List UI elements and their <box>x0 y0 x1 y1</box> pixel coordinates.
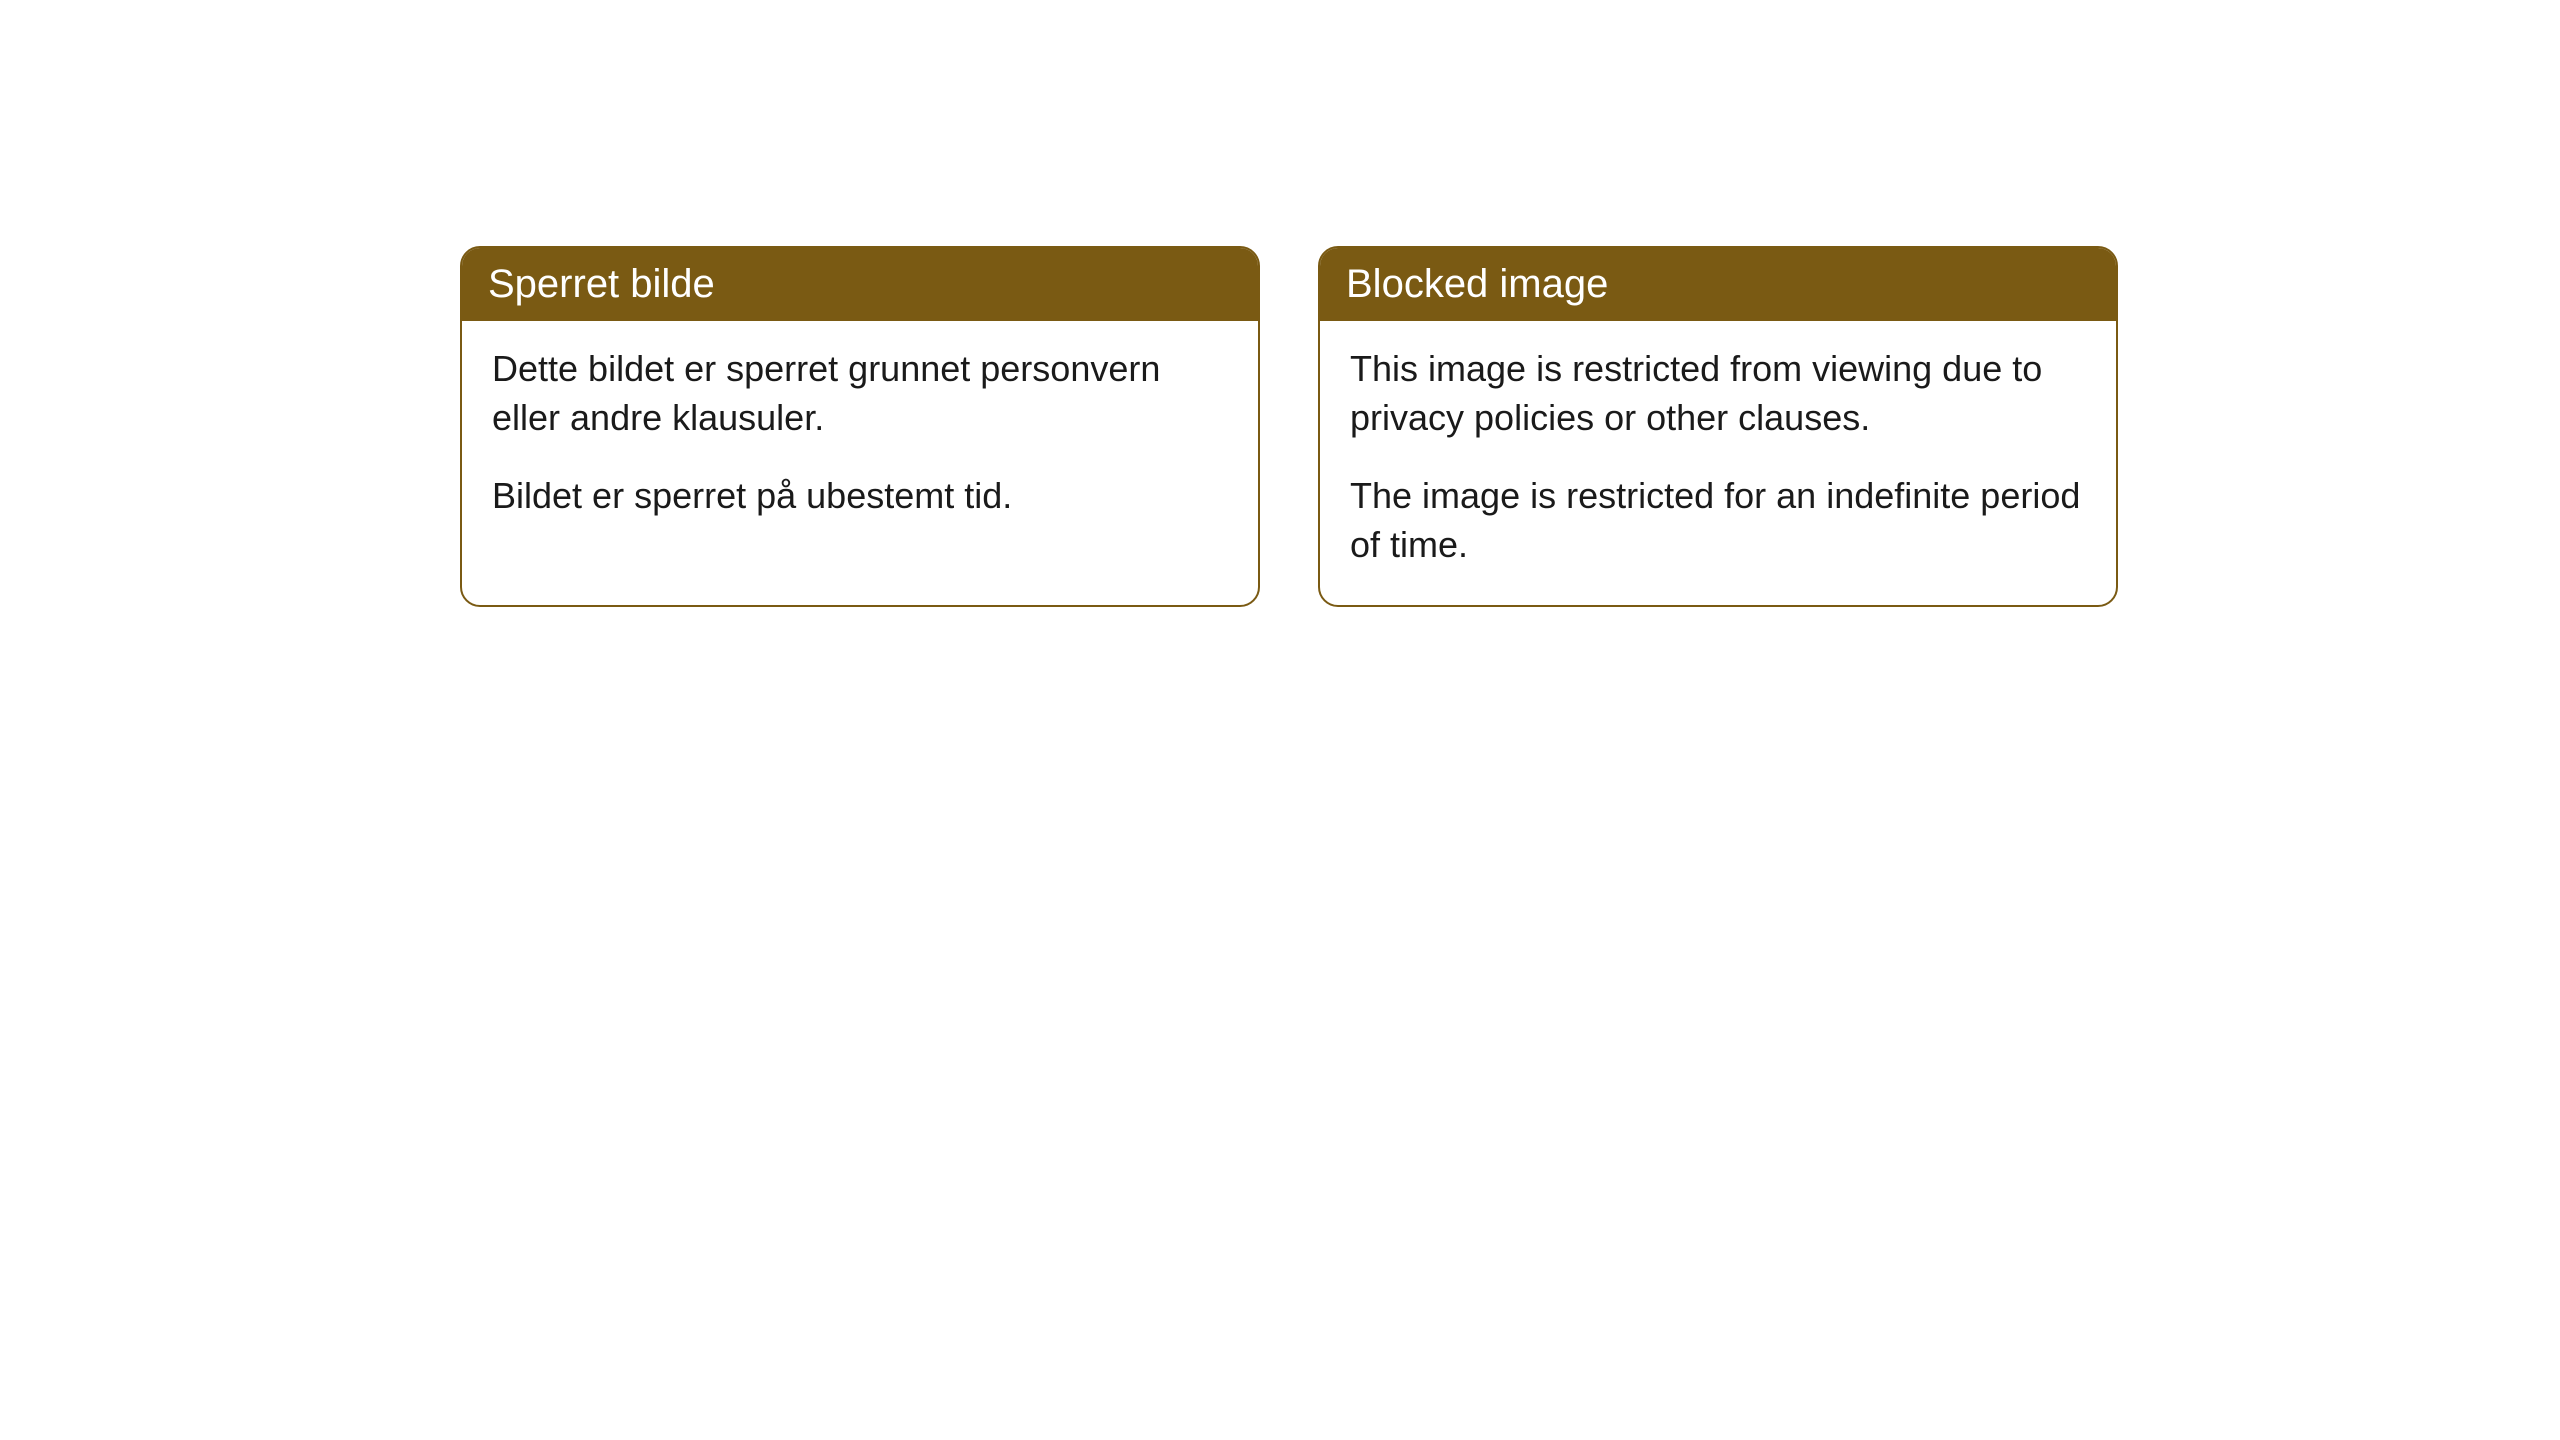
card-title-english: Blocked image <box>1346 262 1608 306</box>
card-header-norwegian: Sperret bilde <box>462 248 1258 321</box>
card-paragraph-norwegian-2: Bildet er sperret på ubestemt tid. <box>492 472 1228 521</box>
card-paragraph-english-1: This image is restricted from viewing du… <box>1350 345 2086 442</box>
blocked-image-card-norwegian: Sperret bilde Dette bildet er sperret gr… <box>460 246 1260 607</box>
card-paragraph-norwegian-1: Dette bildet er sperret grunnet personve… <box>492 345 1228 442</box>
card-body-norwegian: Dette bildet er sperret grunnet personve… <box>462 321 1258 557</box>
blocked-image-card-english: Blocked image This image is restricted f… <box>1318 246 2118 607</box>
card-paragraph-english-2: The image is restricted for an indefinit… <box>1350 472 2086 569</box>
card-header-english: Blocked image <box>1320 248 2116 321</box>
blocked-image-notice-container: Sperret bilde Dette bildet er sperret gr… <box>460 246 2118 607</box>
card-title-norwegian: Sperret bilde <box>488 262 715 306</box>
card-body-english: This image is restricted from viewing du… <box>1320 321 2116 605</box>
